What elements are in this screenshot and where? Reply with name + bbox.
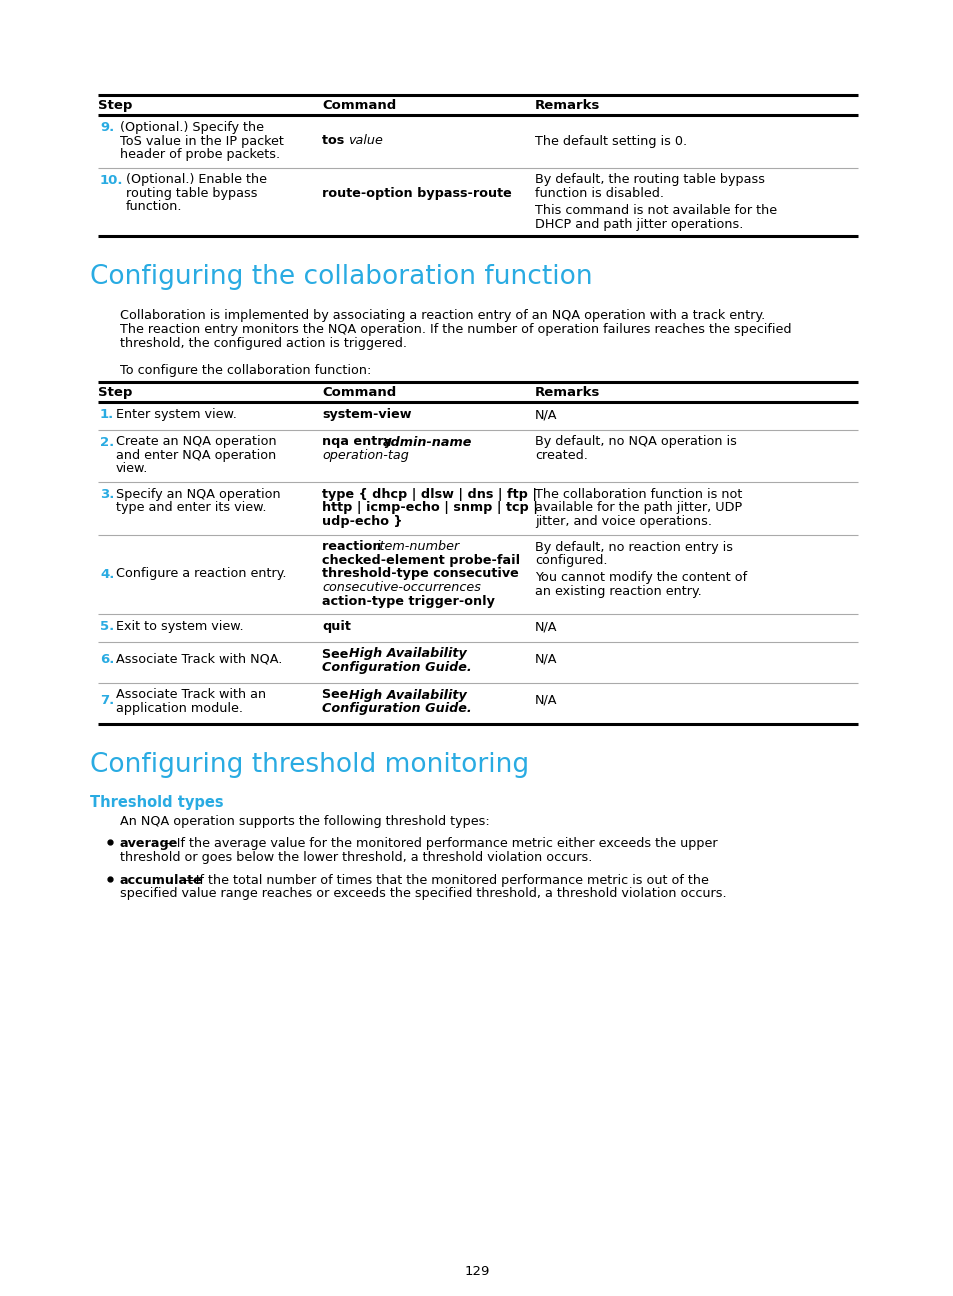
Text: type and enter its view.: type and enter its view. <box>116 502 266 515</box>
Text: An NQA operation supports the following threshold types:: An NQA operation supports the following … <box>120 815 489 828</box>
Text: N/A: N/A <box>535 619 557 632</box>
Text: 6.: 6. <box>100 653 114 666</box>
Text: accumulate: accumulate <box>120 874 203 886</box>
Text: routing table bypass: routing table bypass <box>126 187 257 200</box>
Text: available for the path jitter, UDP: available for the path jitter, UDP <box>535 502 741 515</box>
Text: Step: Step <box>98 98 132 111</box>
Text: High Availability: High Availability <box>349 648 466 661</box>
Text: Remarks: Remarks <box>535 386 599 399</box>
Text: ToS value in the IP packet: ToS value in the IP packet <box>120 135 284 148</box>
Text: 1.: 1. <box>100 408 114 421</box>
Text: By default, no NQA operation is: By default, no NQA operation is <box>535 435 736 448</box>
Text: Configuration Guide.: Configuration Guide. <box>322 702 471 715</box>
Text: Associate Track with an: Associate Track with an <box>116 688 266 701</box>
Text: consecutive-occurrences: consecutive-occurrences <box>322 581 480 594</box>
Text: header of probe packets.: header of probe packets. <box>120 148 280 161</box>
Text: Configuring threshold monitoring: Configuring threshold monitoring <box>90 752 529 778</box>
Text: 7.: 7. <box>100 693 114 706</box>
Text: view.: view. <box>116 463 149 476</box>
Text: —If the average value for the monitored performance metric either exceeds the up: —If the average value for the monitored … <box>164 837 717 850</box>
Text: The reaction entry monitors the NQA operation. If the number of operation failur: The reaction entry monitors the NQA oper… <box>120 323 791 336</box>
Text: type { dhcp | dlsw | dns | ftp |: type { dhcp | dlsw | dns | ftp | <box>322 489 537 502</box>
Text: threshold or goes below the lower threshold, a threshold violation occurs.: threshold or goes below the lower thresh… <box>120 850 592 863</box>
Text: (Optional.) Specify the: (Optional.) Specify the <box>120 121 264 133</box>
Text: function is disabled.: function is disabled. <box>535 187 663 200</box>
Text: action-type trigger-only: action-type trigger-only <box>322 595 495 608</box>
Text: reaction: reaction <box>322 540 386 553</box>
Text: admin-name: admin-name <box>382 435 472 448</box>
Text: (Optional.) Enable the: (Optional.) Enable the <box>126 174 267 187</box>
Text: Associate Track with NQA.: Associate Track with NQA. <box>116 653 282 666</box>
Text: By default, no reaction entry is: By default, no reaction entry is <box>535 540 732 553</box>
Text: checked-element probe-fail: checked-element probe-fail <box>322 553 519 568</box>
Text: See: See <box>322 688 353 701</box>
Text: Configure a reaction entry.: Configure a reaction entry. <box>116 568 286 581</box>
Text: To configure the collaboration function:: To configure the collaboration function: <box>120 364 371 377</box>
Text: specified value range reaches or exceeds the specified threshold, a threshold vi: specified value range reaches or exceeds… <box>120 888 726 901</box>
Text: operation-tag: operation-tag <box>322 448 409 461</box>
Text: jitter, and voice operations.: jitter, and voice operations. <box>535 515 711 527</box>
Text: You cannot modify the content of: You cannot modify the content of <box>535 572 746 584</box>
Text: Remarks: Remarks <box>535 98 599 111</box>
Text: an existing reaction entry.: an existing reaction entry. <box>535 584 701 597</box>
Text: Command: Command <box>322 98 395 111</box>
Text: The collaboration function is not: The collaboration function is not <box>535 489 741 502</box>
Text: Command: Command <box>322 386 395 399</box>
Text: system-view: system-view <box>322 408 411 421</box>
Text: This command is not available for the: This command is not available for the <box>535 205 777 218</box>
Text: Enter system view.: Enter system view. <box>116 408 236 421</box>
Text: udp-echo }: udp-echo } <box>322 515 402 527</box>
Text: N/A: N/A <box>535 653 557 666</box>
Text: threshold-type consecutive: threshold-type consecutive <box>322 568 518 581</box>
Text: See: See <box>322 648 353 661</box>
Text: Step: Step <box>98 386 132 399</box>
Text: 5.: 5. <box>100 619 114 632</box>
Text: Exit to system view.: Exit to system view. <box>116 619 243 632</box>
Text: —If the total number of times that the monitored performance metric is out of th: —If the total number of times that the m… <box>183 874 708 886</box>
Text: Configuring the collaboration function: Configuring the collaboration function <box>90 263 592 289</box>
Text: 10.: 10. <box>100 174 123 187</box>
Text: 4.: 4. <box>100 568 114 581</box>
Text: The default setting is 0.: The default setting is 0. <box>535 135 686 148</box>
Text: Create an NQA operation: Create an NQA operation <box>116 435 276 448</box>
Text: application module.: application module. <box>116 702 243 715</box>
Text: N/A: N/A <box>535 408 557 421</box>
Text: average: average <box>120 837 178 850</box>
Text: item-number: item-number <box>376 540 459 553</box>
Text: Specify an NQA operation: Specify an NQA operation <box>116 489 280 502</box>
Text: and enter NQA operation: and enter NQA operation <box>116 448 276 461</box>
Text: Threshold types: Threshold types <box>90 796 223 810</box>
Text: created.: created. <box>535 448 587 461</box>
Text: tos: tos <box>322 135 349 148</box>
Text: DHCP and path jitter operations.: DHCP and path jitter operations. <box>535 218 742 231</box>
Text: quit: quit <box>322 619 351 632</box>
Text: nqa entry: nqa entry <box>322 435 395 448</box>
Text: 2.: 2. <box>100 435 114 448</box>
Text: High Availability: High Availability <box>349 688 466 701</box>
Text: configured.: configured. <box>535 553 607 568</box>
Text: Collaboration is implemented by associating a reaction entry of an NQA operation: Collaboration is implemented by associat… <box>120 310 764 323</box>
Text: 3.: 3. <box>100 489 114 502</box>
Text: 9.: 9. <box>100 121 114 133</box>
Text: route-option bypass-route: route-option bypass-route <box>322 187 511 200</box>
Text: By default, the routing table bypass: By default, the routing table bypass <box>535 174 764 187</box>
Text: N/A: N/A <box>535 693 557 706</box>
Text: threshold, the configured action is triggered.: threshold, the configured action is trig… <box>120 337 407 350</box>
Text: http | icmp-echo | snmp | tcp |: http | icmp-echo | snmp | tcp | <box>322 502 537 515</box>
Text: Configuration Guide.: Configuration Guide. <box>322 661 471 674</box>
Text: value: value <box>348 135 382 148</box>
Text: 129: 129 <box>464 1265 489 1278</box>
Text: function.: function. <box>126 201 182 214</box>
